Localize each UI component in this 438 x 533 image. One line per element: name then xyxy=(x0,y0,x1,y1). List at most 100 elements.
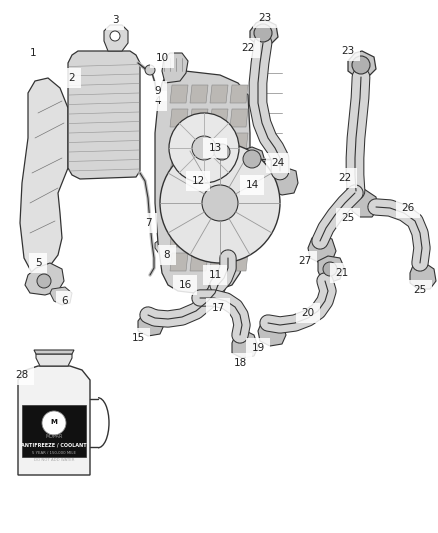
Text: 6: 6 xyxy=(62,296,68,306)
Text: M: M xyxy=(50,419,57,425)
Polygon shape xyxy=(155,238,178,258)
Polygon shape xyxy=(250,19,278,45)
Text: 27: 27 xyxy=(298,256,311,266)
Polygon shape xyxy=(170,85,188,103)
Polygon shape xyxy=(190,205,208,223)
Text: 14: 14 xyxy=(245,180,258,190)
Circle shape xyxy=(323,262,337,276)
Circle shape xyxy=(42,411,66,435)
Text: 10: 10 xyxy=(155,53,169,63)
Polygon shape xyxy=(230,181,248,199)
Text: 18: 18 xyxy=(233,358,247,368)
Text: 12: 12 xyxy=(191,176,205,186)
Polygon shape xyxy=(352,189,378,217)
Text: 16: 16 xyxy=(178,280,192,290)
Polygon shape xyxy=(210,229,228,247)
Polygon shape xyxy=(138,309,164,336)
Text: DO NOT ADD WATER: DO NOT ADD WATER xyxy=(34,458,74,462)
Polygon shape xyxy=(308,235,336,263)
Text: 4: 4 xyxy=(155,96,161,106)
Polygon shape xyxy=(190,85,208,103)
Circle shape xyxy=(169,113,239,183)
Polygon shape xyxy=(232,329,258,358)
Circle shape xyxy=(254,24,272,42)
Text: 17: 17 xyxy=(212,303,225,313)
Polygon shape xyxy=(230,205,248,223)
Text: 25: 25 xyxy=(341,213,355,223)
Polygon shape xyxy=(68,51,140,179)
Polygon shape xyxy=(170,133,188,151)
Polygon shape xyxy=(18,366,90,475)
Text: 26: 26 xyxy=(401,203,415,213)
Polygon shape xyxy=(20,78,68,273)
Text: 13: 13 xyxy=(208,143,222,153)
Polygon shape xyxy=(210,133,228,151)
Text: 2: 2 xyxy=(69,73,75,83)
Text: 25: 25 xyxy=(413,285,427,295)
Text: MOPAR: MOPAR xyxy=(45,434,63,440)
Polygon shape xyxy=(190,157,208,175)
Polygon shape xyxy=(190,181,208,199)
Polygon shape xyxy=(230,253,248,271)
Text: 21: 21 xyxy=(336,268,349,278)
Polygon shape xyxy=(238,147,265,171)
Polygon shape xyxy=(104,25,128,51)
Text: 3: 3 xyxy=(112,15,118,25)
Text: 11: 11 xyxy=(208,270,222,280)
Polygon shape xyxy=(170,205,188,223)
Polygon shape xyxy=(190,133,208,151)
Polygon shape xyxy=(170,109,188,127)
Text: 22: 22 xyxy=(241,43,254,53)
Circle shape xyxy=(352,56,370,74)
Polygon shape xyxy=(170,229,188,247)
Polygon shape xyxy=(25,263,64,295)
Polygon shape xyxy=(170,157,188,175)
Text: 5 YEAR / 150,000 MILE: 5 YEAR / 150,000 MILE xyxy=(32,451,76,455)
Text: 8: 8 xyxy=(164,250,170,260)
Polygon shape xyxy=(162,53,188,83)
Polygon shape xyxy=(230,109,248,127)
Text: 1: 1 xyxy=(30,48,36,58)
Polygon shape xyxy=(230,157,248,175)
Polygon shape xyxy=(230,229,248,247)
Bar xyxy=(22,405,86,457)
Text: 20: 20 xyxy=(301,308,314,318)
Circle shape xyxy=(160,143,280,263)
Circle shape xyxy=(192,136,216,160)
Text: 24: 24 xyxy=(272,158,285,168)
Text: ANTIFREEZE / COOLANT: ANTIFREEZE / COOLANT xyxy=(21,442,87,448)
Circle shape xyxy=(214,144,230,160)
Polygon shape xyxy=(170,181,188,199)
Polygon shape xyxy=(170,253,188,271)
Polygon shape xyxy=(230,85,248,103)
Text: 9: 9 xyxy=(155,86,161,96)
Text: 23: 23 xyxy=(258,13,272,23)
Polygon shape xyxy=(190,229,208,247)
Text: 5: 5 xyxy=(35,258,41,268)
Polygon shape xyxy=(270,167,298,195)
Text: 28: 28 xyxy=(15,370,28,380)
Polygon shape xyxy=(206,139,238,165)
Text: 22: 22 xyxy=(339,173,352,183)
Polygon shape xyxy=(318,256,344,283)
Text: 23: 23 xyxy=(341,46,355,56)
Polygon shape xyxy=(210,109,228,127)
Text: 15: 15 xyxy=(131,333,145,343)
Circle shape xyxy=(145,65,155,75)
Polygon shape xyxy=(190,109,208,127)
Circle shape xyxy=(37,274,51,288)
Circle shape xyxy=(110,31,120,41)
Polygon shape xyxy=(210,253,228,271)
Polygon shape xyxy=(230,133,248,151)
Polygon shape xyxy=(34,350,74,354)
Polygon shape xyxy=(36,354,72,366)
Polygon shape xyxy=(190,253,208,271)
Polygon shape xyxy=(210,157,228,175)
Polygon shape xyxy=(210,181,228,199)
Polygon shape xyxy=(258,317,286,346)
Polygon shape xyxy=(210,85,228,103)
Polygon shape xyxy=(155,71,250,293)
Text: 19: 19 xyxy=(251,343,265,353)
Circle shape xyxy=(243,150,261,168)
Polygon shape xyxy=(348,51,376,77)
